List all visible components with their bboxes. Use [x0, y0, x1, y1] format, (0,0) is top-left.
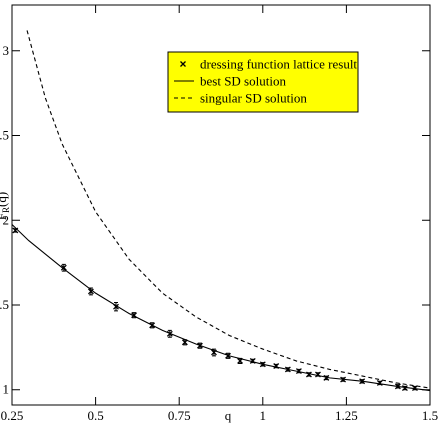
plot-frame	[11, 4, 431, 406]
data-point	[60, 264, 67, 271]
legend-marker	[180, 61, 186, 67]
data-line	[11, 224, 431, 392]
y-axis-label: FR(q)	[0, 192, 11, 220]
y-tick-label: 2	[3, 212, 10, 227]
x-axis-label: q	[225, 408, 232, 423]
data-line	[26, 30, 431, 389]
x-tick-label: 1	[260, 408, 267, 423]
y-tick-label: 1	[3, 382, 10, 397]
legend-label: best SD solution	[200, 74, 286, 89]
x-tick-label: 0.75	[168, 408, 191, 423]
data-point	[376, 380, 383, 386]
legend-label: dressing function lattice result	[200, 57, 357, 72]
x-tick-label: 0.5	[87, 408, 103, 423]
y-tick-label: 3	[3, 43, 10, 58]
legend-label: singular SD solution	[200, 91, 307, 106]
x-tick-label: 0.25	[1, 408, 24, 423]
data-point	[87, 288, 94, 295]
y-tick-label: 2.5	[0, 128, 9, 143]
y-tick-label: 1.5	[0, 297, 9, 312]
y-label-rest: (q)	[0, 192, 9, 207]
x-tick-label: 1.5	[422, 408, 438, 423]
y-label-sub: R	[1, 207, 11, 213]
data-point	[401, 385, 408, 392]
x-tick-label: 1.25	[335, 408, 358, 423]
legend: dressing function lattice result best SD …	[167, 51, 359, 113]
data-point	[323, 374, 330, 381]
y-label-base: F	[0, 213, 9, 220]
legend-box	[167, 51, 359, 113]
